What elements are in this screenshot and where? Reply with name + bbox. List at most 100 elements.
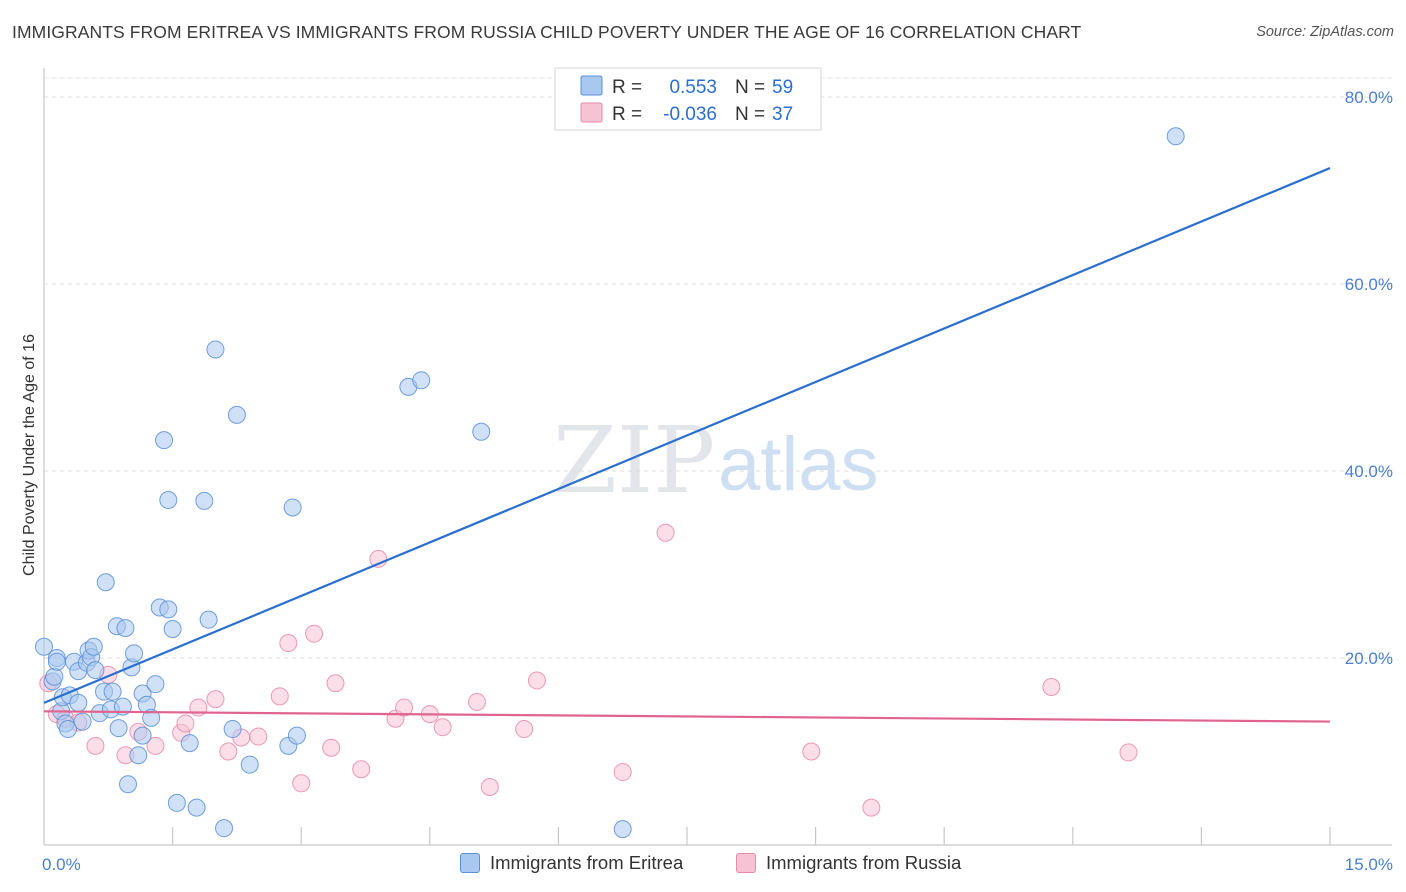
russia-point: [862, 798, 881, 817]
tick-labels: 20.0% 40.0% 60.0% 80.0% 0.0% 15.0%: [42, 88, 1393, 874]
russia-point: [1042, 677, 1061, 696]
eritrea-point: [133, 726, 152, 745]
legend-r-label-eritrea: R =: [612, 77, 642, 98]
eritrea-point: [84, 637, 103, 656]
eritrea-point: [59, 720, 78, 739]
y-tick-label: 20.0%: [1345, 649, 1393, 668]
eritrea-point: [86, 661, 105, 680]
russia-point: [802, 742, 821, 761]
eritrea-point: [142, 708, 161, 727]
watermark-atlas: atlas: [718, 422, 879, 507]
axes: [43, 68, 1392, 846]
eritrea-point: [167, 793, 186, 812]
russia-point: [292, 774, 311, 793]
legend: R = 0.553 N = 59 R = -0.036 N = 37: [554, 67, 822, 131]
russia-point: [146, 736, 165, 755]
eritrea-point: [187, 798, 206, 817]
russia-point: [279, 634, 298, 653]
russia-point: [206, 690, 225, 709]
russia-point: [352, 760, 371, 779]
russia-point: [480, 778, 499, 797]
bottom-legend-label-russia: Immigrants from Russia: [766, 852, 962, 873]
russia-point: [305, 624, 324, 643]
russia-points: [39, 523, 1138, 817]
russia-point: [326, 674, 345, 693]
russia-point: [219, 742, 238, 761]
russia-point: [176, 714, 195, 733]
russia-point: [467, 692, 486, 711]
eritrea-point: [47, 652, 66, 671]
eritrea-point: [109, 719, 128, 738]
eritrea-point: [103, 682, 122, 701]
russia-point: [527, 671, 546, 690]
legend-n-label-eritrea: N =: [735, 77, 765, 98]
eritrea-point: [227, 405, 246, 424]
x-tick-label: 15.0%: [1345, 855, 1393, 874]
chart-source: Source: ZipAtlas.com: [1256, 24, 1394, 40]
x-tick-label: 0.0%: [42, 855, 81, 874]
eritrea-trend-line: [43, 167, 1331, 704]
eritrea-point: [223, 720, 242, 739]
eritrea-point: [287, 726, 306, 745]
trend-lines: [43, 167, 1331, 723]
eritrea-point: [240, 755, 259, 774]
eritrea-point: [199, 610, 218, 629]
eritrea-point: [159, 600, 178, 619]
eritrea-point: [215, 819, 234, 838]
eritrea-point: [73, 712, 92, 731]
eritrea-point: [45, 667, 64, 686]
eritrea-point: [195, 491, 214, 510]
bottom-legend-label-eritrea: Immigrants from Eritrea: [490, 852, 684, 873]
russia-point: [86, 736, 105, 755]
russia-point: [270, 687, 289, 706]
legend-n-value-russia: 37: [772, 104, 793, 125]
grid-lines: [44, 77, 1392, 659]
russia-point: [322, 738, 341, 757]
russia-point: [656, 523, 675, 542]
y-tick-label: 40.0%: [1345, 462, 1393, 481]
russia-point: [433, 718, 452, 737]
eritrea-point: [129, 746, 148, 765]
eritrea-point: [96, 573, 115, 592]
legend-n-label-russia: N =: [735, 104, 765, 125]
eritrea-point: [613, 820, 632, 839]
russia-point: [249, 727, 268, 746]
eritrea-point: [35, 637, 53, 656]
bottom-legend-russia: Immigrants from Russia: [736, 852, 961, 874]
legend-n-value-eritrea: 59: [772, 77, 793, 98]
y-tick-label: 60.0%: [1345, 275, 1393, 294]
eritrea-point: [119, 775, 138, 794]
russia-point: [515, 720, 534, 739]
eritrea-point: [163, 620, 182, 639]
legend-swatch-eritrea: [580, 75, 603, 96]
eritrea-point: [125, 644, 144, 663]
eritrea-point: [116, 619, 135, 638]
russia-point: [1119, 743, 1138, 762]
y-axis-label: Child Poverty Under the Age of 16: [21, 334, 38, 576]
eritrea-point: [206, 340, 225, 359]
russia-point: [395, 698, 414, 717]
chart-title: IMMIGRANTS FROM ERITREA VS IMMIGRANTS FR…: [12, 22, 1082, 42]
eritrea-point: [412, 371, 431, 390]
legend-swatch-russia: [580, 102, 603, 123]
eritrea-point: [283, 498, 302, 517]
russia-point: [613, 763, 632, 782]
watermark-zip: ZIP: [553, 407, 715, 514]
eritrea-point: [159, 490, 178, 509]
bottom-legend-eritrea: Immigrants from Eritrea: [460, 852, 683, 874]
legend-r-value-russia: -0.036: [663, 104, 717, 125]
eritrea-point: [1166, 127, 1185, 146]
eritrea-point: [146, 675, 165, 694]
eritrea-point: [180, 734, 199, 753]
eritrea-point: [155, 431, 174, 450]
y-tick-label: 80.0%: [1345, 88, 1393, 107]
bottom-legend-swatch-eritrea: [460, 853, 480, 873]
eritrea-point: [69, 693, 88, 712]
bottom-legend-swatch-russia: [736, 853, 756, 873]
eritrea-point: [472, 422, 491, 441]
legend-r-value-eritrea: 0.553: [669, 77, 717, 98]
legend-r-label-russia: R =: [612, 104, 642, 125]
bottom-legend: Immigrants from Eritrea Immigrants from …: [0, 852, 1406, 878]
russia-trend-line: [43, 710, 1331, 723]
